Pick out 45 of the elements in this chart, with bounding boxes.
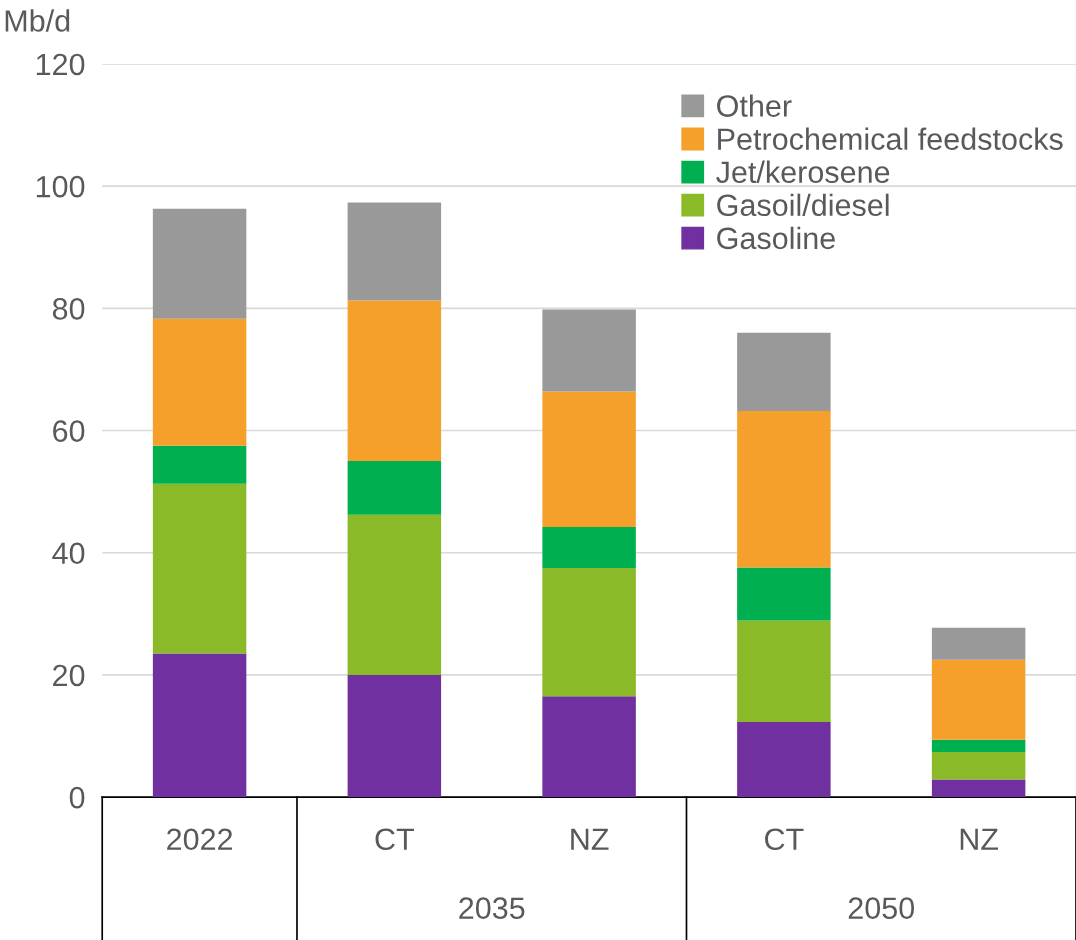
- x-tick-label: NZ: [960, 828, 999, 850]
- text: 2035: [459, 897, 525, 919]
- bar: [737, 721, 831, 798]
- x-tick-label: CT: [765, 828, 804, 851]
- bar: [931, 779, 1026, 798]
- bar: [542, 568, 636, 697]
- bar: [931, 751, 1026, 780]
- y-tick-label: 60: [53, 420, 85, 442]
- y-tick-label: 0: [69, 786, 85, 809]
- legend-label: Petrochemical feedstocks: [718, 127, 1063, 150]
- x-tick-label: NZ: [571, 828, 609, 850]
- bar: [152, 653, 247, 798]
- bar: [152, 318, 247, 446]
- y-tick-label: 80: [52, 298, 85, 320]
- y-tick-label: 120: [36, 53, 85, 76]
- legend-label: Other: [717, 94, 792, 117]
- bar: [347, 202, 442, 301]
- bar: [737, 567, 831, 621]
- bar: [152, 445, 247, 484]
- bar: [737, 620, 831, 722]
- y-tick-label: 20: [53, 664, 85, 687]
- bar: [347, 300, 442, 462]
- bar: [542, 696, 636, 798]
- x-tick-label: CT: [375, 828, 415, 851]
- text: 2050: [848, 897, 915, 919]
- x-tick-label: 2022: [167, 828, 233, 851]
- legend-label: Jet/kerosene: [716, 160, 890, 184]
- y-tick-label: 40: [52, 542, 85, 565]
- bar: [542, 391, 636, 528]
- bar: [347, 514, 442, 675]
- y-tick-label: 100: [36, 175, 85, 198]
- bar: [542, 309, 636, 392]
- bar: [347, 674, 442, 798]
- bar: [152, 483, 247, 654]
- bar: [152, 208, 247, 319]
- bar: [931, 739, 1026, 752]
- bar: [931, 627, 1026, 660]
- bar: [737, 332, 831, 411]
- bar: [931, 659, 1026, 740]
- legend-label: Gasoline: [717, 226, 835, 250]
- y-axis-title: Mb/d: [5, 9, 70, 32]
- bar: [737, 410, 831, 568]
- legend-label: Gasoil/diesel: [717, 193, 889, 217]
- bar: [347, 461, 442, 515]
- bar: [542, 527, 636, 568]
